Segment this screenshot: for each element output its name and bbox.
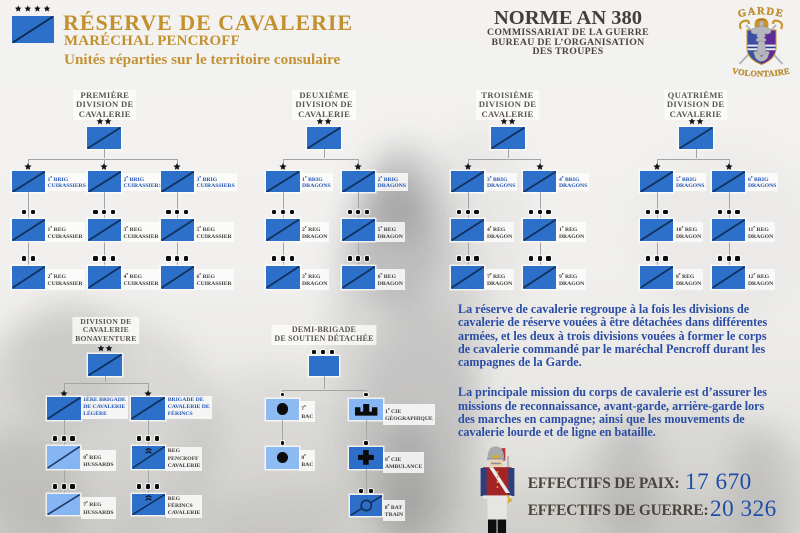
svg-text:VOLONTAIRE: VOLONTAIRE <box>731 66 790 78</box>
svg-text:GARDE: GARDE <box>737 6 785 20</box>
